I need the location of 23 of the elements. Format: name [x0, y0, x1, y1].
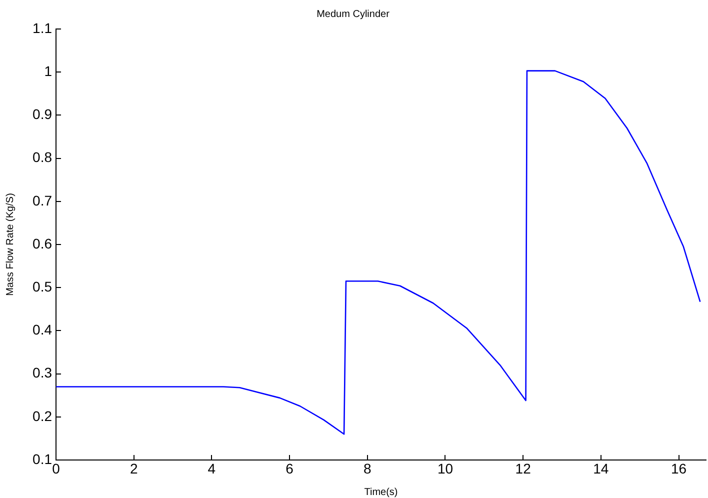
y-tick-label: 0.1: [32, 450, 52, 467]
y-axis-title: Mass Flow Rate (Kg/S): [4, 193, 16, 296]
y-tick-label: 0.5: [32, 278, 52, 294]
x-axis-title: Time(s): [364, 486, 398, 498]
y-tick-label: 1.1: [32, 20, 52, 36]
y-tick-label: 0.2: [32, 408, 52, 424]
chart-title: Medum Cylinder: [316, 8, 390, 20]
x-tick-label: 4: [208, 460, 216, 476]
y-tick-label: 0.7: [32, 192, 52, 208]
y-tick-label: 0.4: [32, 322, 52, 338]
y-tick-label: 0.6: [32, 235, 52, 252]
y-tick-label: 0.9: [32, 106, 52, 122]
x-tick-label: 2: [130, 460, 138, 476]
x-tick-label: 6: [286, 460, 294, 476]
x-tick-label: 14: [593, 460, 609, 476]
y-tick-label: 0.3: [32, 364, 52, 381]
x-tick-label: 0: [52, 460, 60, 476]
y-tick-label: 0.8: [32, 149, 52, 166]
y-tick-label: 1: [44, 62, 52, 79]
x-tick-label: 16: [670, 460, 687, 476]
x-tick-label: 12: [515, 460, 532, 476]
x-tick-label: 10: [437, 460, 454, 476]
x-tick-label: 8: [363, 460, 372, 476]
